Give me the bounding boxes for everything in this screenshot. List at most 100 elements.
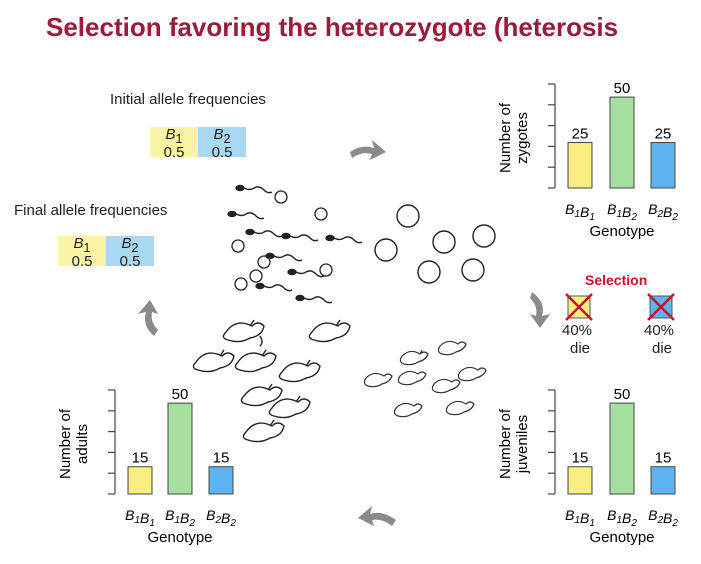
y-axis-label: Number ofzygotes bbox=[497, 102, 531, 173]
bar-value-label: 50 bbox=[172, 386, 189, 403]
cross-icon bbox=[647, 293, 675, 321]
selection-label: Selection bbox=[585, 272, 648, 288]
zygote-icon bbox=[396, 204, 420, 228]
sperm-tail bbox=[273, 254, 303, 262]
initial-b2-symbol: B bbox=[213, 126, 224, 143]
mouse-icon bbox=[192, 349, 235, 373]
sperm-icon bbox=[281, 232, 291, 240]
zygote-icon bbox=[417, 260, 441, 284]
sperm-cells bbox=[227, 184, 363, 304]
mouse-icon bbox=[437, 340, 467, 356]
cycle-arrow-icon bbox=[350, 140, 386, 160]
genotype-tick-label: B2B2 bbox=[648, 507, 678, 529]
mouse-icon bbox=[278, 359, 321, 383]
genotype-tick-label: B1B2 bbox=[607, 201, 637, 223]
bar-b2b2 bbox=[208, 466, 234, 495]
sperm-tail bbox=[295, 270, 325, 278]
sperm-tail bbox=[333, 236, 363, 244]
bar-value-label: 25 bbox=[655, 126, 672, 143]
cross-icon bbox=[565, 293, 593, 321]
chart-zygotes: Number ofzygotes 25 B1B1 50 B1B2 25 B2B2Genoty… bbox=[497, 80, 678, 240]
initial-b1-symbol: B bbox=[165, 126, 176, 143]
mouse-icon bbox=[363, 372, 393, 388]
selection-markers bbox=[565, 293, 675, 321]
egg-icon bbox=[234, 277, 248, 291]
bar-b2b2 bbox=[650, 466, 676, 495]
selection-b2b2-pct: 40% bbox=[644, 322, 675, 339]
egg-icon bbox=[319, 263, 333, 277]
zygote-icon bbox=[461, 258, 485, 282]
mouse-icon bbox=[242, 419, 285, 443]
final-b1-symbol: B bbox=[73, 235, 84, 252]
y-axis-label: Number ofadults bbox=[57, 408, 91, 479]
bar-b1b1 bbox=[567, 466, 593, 495]
bar-b1b2 bbox=[609, 96, 635, 189]
bar-b1b2 bbox=[609, 402, 635, 495]
x-axis-label: Genotype bbox=[589, 529, 654, 546]
sperm-icon bbox=[245, 228, 255, 236]
initial-freq-table: B1 0.5 B2 0.5 bbox=[150, 126, 246, 160]
sperm-tail bbox=[235, 212, 265, 220]
initial-b2-value: 0.5 bbox=[211, 144, 233, 161]
initial-b1-cell: B1 0.5 bbox=[150, 126, 198, 160]
bar-b1b1 bbox=[567, 142, 593, 189]
selection-b2b2-fate: die bbox=[652, 340, 673, 357]
mouse-icon bbox=[397, 370, 427, 386]
bar-value-label: 25 bbox=[572, 126, 589, 143]
zygote-cells bbox=[374, 204, 496, 284]
y-axis-label: Number ofjuveniles bbox=[497, 408, 531, 479]
cycle-arrow-icon bbox=[530, 292, 550, 328]
sperm-icon bbox=[287, 268, 297, 276]
mouse-icon bbox=[399, 349, 429, 366]
bar-value-label: 50 bbox=[614, 80, 631, 97]
genotype-tick-label: B2B2 bbox=[648, 201, 678, 223]
sperm-icon bbox=[295, 294, 305, 302]
egg-icon bbox=[274, 190, 288, 204]
final-b2-symbol: B bbox=[121, 235, 132, 252]
egg-icon bbox=[257, 255, 271, 269]
mouse-icon bbox=[457, 366, 487, 382]
genotype-tick-label: B1B1 bbox=[565, 201, 595, 223]
mouse-icon bbox=[308, 319, 351, 343]
initial-b2-cell: B2 0.5 bbox=[198, 126, 246, 160]
bar-value-label: 15 bbox=[132, 450, 149, 467]
sperm-tail bbox=[243, 186, 273, 194]
egg-icon bbox=[231, 239, 245, 253]
initial-freq-label: Initial allele frequencies bbox=[110, 91, 266, 108]
x-axis-label: Genotype bbox=[589, 223, 654, 240]
sperm-icon bbox=[227, 210, 237, 218]
final-freq-label: Final allele frequencies bbox=[14, 202, 168, 219]
juvenile-mice bbox=[363, 340, 487, 418]
genotype-tick-label: B1B1 bbox=[565, 507, 595, 529]
mouse-icon bbox=[240, 383, 283, 407]
zygote-icon bbox=[472, 224, 496, 248]
final-b2-sub: 2 bbox=[131, 241, 139, 255]
sperm-tail bbox=[303, 296, 333, 304]
sperm-tail bbox=[289, 234, 319, 242]
bar-b1b2 bbox=[167, 402, 193, 495]
chart-juveniles: Number ofjuveniles 15 B1B1 50 B1B2 15 B2B2Geno… bbox=[497, 386, 678, 546]
sperm-icon bbox=[255, 282, 265, 290]
bar-value-label: 15 bbox=[572, 450, 589, 467]
mouse-icon bbox=[393, 402, 423, 418]
final-b1-cell: B1 0.5 bbox=[58, 235, 106, 269]
mouse-icon bbox=[431, 378, 461, 394]
final-b1-sub: 1 bbox=[83, 241, 91, 255]
sperm-icon bbox=[265, 252, 275, 260]
selection-b1b1-pct: 40% bbox=[562, 322, 593, 339]
cycle-arrow-icon bbox=[138, 300, 158, 336]
zygote-icon bbox=[432, 230, 456, 254]
egg-icon bbox=[249, 269, 263, 283]
cycle-arrow-icon bbox=[358, 506, 396, 526]
x-axis-label: Genotype bbox=[147, 529, 212, 546]
bar-b2b2 bbox=[650, 142, 676, 189]
page-title: Selection favoring the heterozygote (het… bbox=[46, 12, 619, 42]
final-b1-value: 0.5 bbox=[71, 253, 93, 270]
sperm-tail bbox=[253, 230, 283, 238]
final-b2-value: 0.5 bbox=[119, 253, 141, 270]
mouse-icon bbox=[445, 400, 475, 416]
genotype-tick-label: B1B2 bbox=[165, 507, 195, 529]
initial-b2-sub: 2 bbox=[223, 132, 231, 146]
mouse-icon bbox=[234, 349, 277, 373]
chart-adults: Number ofadults 15 B1B1 50 B1B2 15 B2B2Genotyp… bbox=[57, 386, 236, 546]
